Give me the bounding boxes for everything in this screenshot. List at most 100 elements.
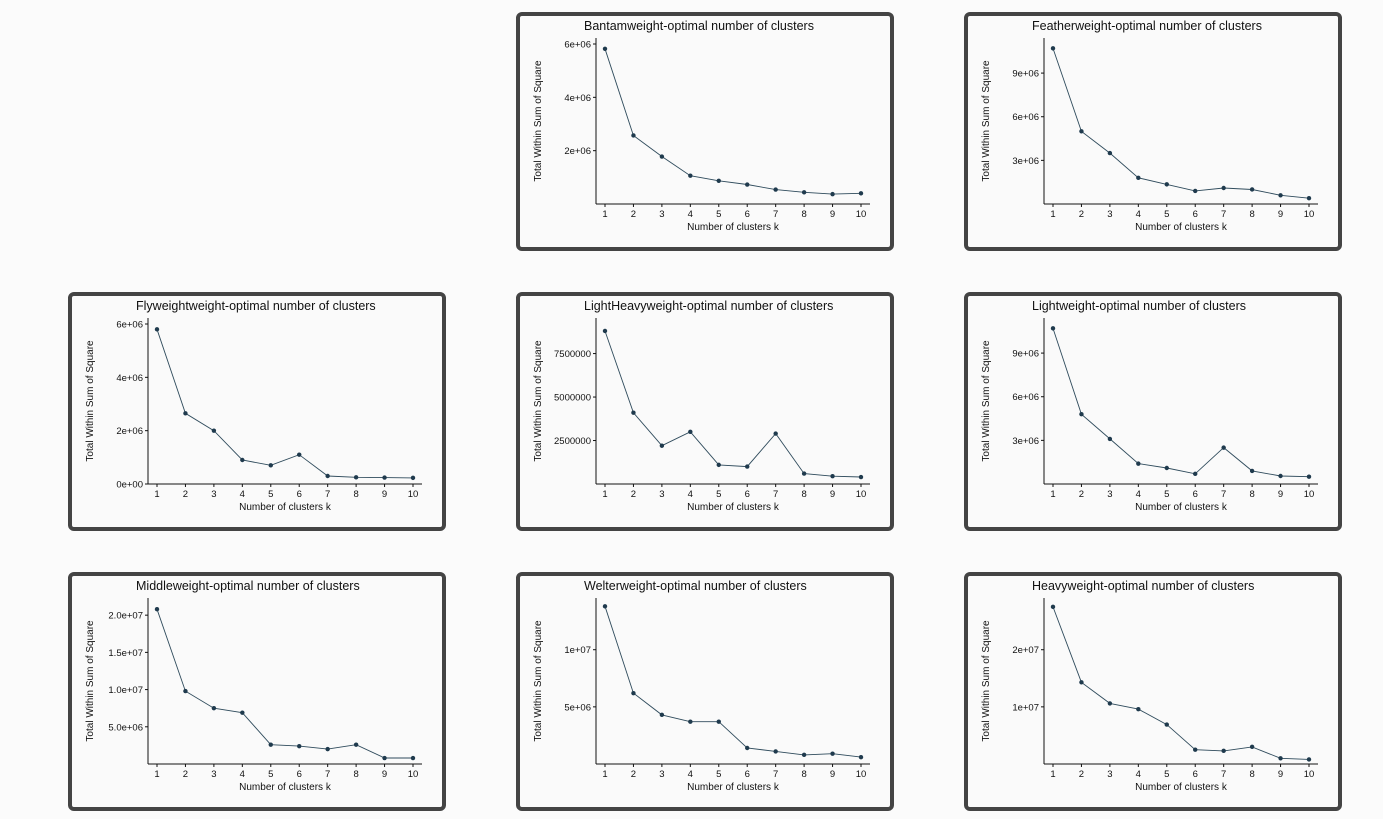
- y-tick-label: 5000000: [554, 393, 591, 404]
- y-tick-label: 6e+06: [1012, 112, 1039, 123]
- y-tick-label: 2500000: [554, 436, 591, 447]
- data-point: [745, 745, 750, 751]
- data-point: [602, 46, 608, 51]
- x-tick-label: 1: [602, 769, 607, 780]
- lightheavyweight-chart-panel: LightHeavyweight-optimal number of clust…: [516, 292, 894, 531]
- x-tick-label: 8: [801, 209, 806, 220]
- series-line: [1052, 48, 1310, 199]
- y-axis-label: Total Within Sum of Square: [533, 340, 544, 462]
- data-point: [268, 742, 273, 747]
- data-point: [410, 755, 416, 761]
- x-tick-label: 10: [856, 769, 867, 780]
- data-point: [858, 754, 864, 760]
- chart-svg: Flyweightweight-optimal number of cluste…: [85, 299, 422, 513]
- data-point: [631, 690, 636, 696]
- x-tick-label: 1: [154, 489, 159, 500]
- chart-title: Middleweight-optimal number of clusters: [136, 579, 360, 593]
- data-point: [297, 743, 302, 749]
- series-line: [1052, 328, 1310, 478]
- data-point: [801, 471, 807, 476]
- x-axis-label: Number of clusters k: [687, 222, 780, 233]
- x-tick-label: 8: [353, 489, 358, 500]
- x-tick-label: 4: [688, 489, 693, 500]
- series-line: [156, 329, 414, 479]
- x-tick-label: 4: [688, 769, 693, 780]
- data-point: [631, 133, 636, 138]
- x-tick-label: 9: [1278, 209, 1283, 220]
- x-tick-label: 6: [745, 769, 750, 780]
- y-axis-label: Total Within Sum of Square: [533, 620, 544, 742]
- x-tick-label: 2: [1079, 769, 1084, 780]
- data-point: [183, 688, 188, 694]
- data-point: [183, 411, 188, 416]
- data-point: [353, 475, 359, 480]
- data-point: [211, 428, 217, 433]
- series-line: [1052, 606, 1310, 760]
- x-tick-label: 5: [716, 489, 721, 500]
- y-axis-label: Total Within Sum of Square: [981, 60, 992, 182]
- y-tick-label: 1.0e+07: [108, 685, 143, 696]
- x-tick-label: 9: [382, 769, 387, 780]
- data-point: [1107, 150, 1113, 156]
- data-point: [1193, 471, 1198, 477]
- data-point: [716, 178, 721, 183]
- data-point: [1079, 411, 1084, 417]
- data-point: [830, 473, 835, 479]
- data-point: [1221, 748, 1226, 754]
- featherweight-chart-panel: Featherweight-optimal number of clusters…: [964, 12, 1342, 251]
- data-point: [602, 328, 608, 334]
- series-line: [156, 609, 413, 759]
- data-point: [716, 719, 721, 724]
- x-tick-label: 2: [631, 489, 636, 500]
- data-point: [716, 462, 721, 468]
- data-point: [745, 464, 750, 469]
- chart-svg: Featherweight-optimal number of clusters…: [981, 19, 1318, 233]
- data-point: [268, 463, 273, 468]
- y-tick-label: 1e+07: [564, 645, 591, 656]
- x-tick-label: 8: [801, 769, 806, 780]
- x-tick-label: 4: [688, 209, 693, 220]
- x-tick-label: 5: [1164, 489, 1169, 500]
- x-tick-label: 7: [1221, 209, 1226, 220]
- data-point: [1079, 129, 1084, 134]
- x-tick-label: 9: [830, 489, 835, 500]
- y-tick-label: 5e+06: [564, 702, 591, 713]
- x-tick-label: 3: [659, 489, 664, 500]
- x-tick-label: 7: [773, 209, 778, 220]
- series-line: [604, 606, 862, 758]
- x-tick-label: 7: [773, 489, 778, 500]
- data-point: [1079, 680, 1084, 685]
- flyweightweight-chart-panel: Flyweightweight-optimal number of cluste…: [68, 292, 446, 531]
- y-tick-label: 0e+00: [116, 480, 143, 491]
- y-tick-label: 7500000: [554, 349, 591, 360]
- data-point: [1249, 468, 1255, 474]
- x-tick-label: 7: [773, 769, 778, 780]
- heavyweight-chart-panel: Heavyweight-optimal number of clusters 1 2…: [964, 572, 1342, 811]
- x-tick-label: 3: [1107, 769, 1112, 780]
- x-axis-label: Number of clusters k: [239, 782, 332, 793]
- data-point: [830, 751, 835, 756]
- data-point: [773, 749, 778, 754]
- x-tick-label: 5: [716, 209, 721, 220]
- x-axis-label: Number of clusters k: [687, 502, 780, 513]
- y-tick-label: 3e+06: [1012, 436, 1039, 447]
- x-tick-label: 5: [268, 769, 273, 780]
- data-point: [659, 712, 665, 718]
- x-tick-label: 10: [1304, 489, 1315, 500]
- data-point: [353, 742, 359, 747]
- x-tick-label: 6: [1193, 769, 1198, 780]
- y-tick-label: 4e+06: [564, 93, 591, 104]
- data-point: [1306, 474, 1312, 479]
- middleweight-chart-panel: Middleweight-optimal number of clusters 1…: [68, 572, 446, 811]
- x-tick-label: 8: [353, 769, 358, 780]
- x-tick-label: 10: [408, 489, 419, 500]
- chart-title: Heavyweight-optimal number of clusters: [1032, 579, 1254, 593]
- series-line: [604, 330, 862, 478]
- data-point: [1306, 195, 1312, 201]
- x-tick-label: 3: [211, 489, 216, 500]
- y-tick-label: 5.0e+06: [108, 722, 143, 733]
- chart-title: LightHeavyweight-optimal number of clust…: [584, 299, 833, 313]
- data-point: [1050, 326, 1056, 331]
- x-tick-label: 10: [856, 209, 867, 220]
- y-tick-label: 6e+06: [1012, 392, 1039, 403]
